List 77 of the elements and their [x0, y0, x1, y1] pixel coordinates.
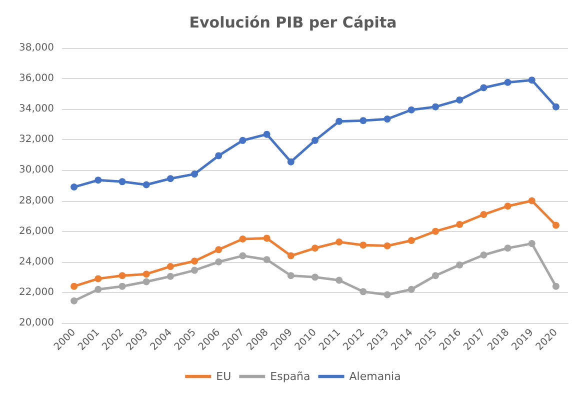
point: [312, 274, 318, 281]
legend-label: España: [270, 370, 310, 383]
point: [552, 222, 560, 229]
point: [552, 103, 560, 110]
point: [263, 234, 270, 242]
y-tick-label: 22,000: [19, 286, 54, 298]
y-tick-label: 26,000: [19, 226, 54, 237]
legend-label: Alemania: [349, 370, 401, 383]
point: [263, 256, 270, 264]
point: [312, 136, 318, 144]
point: [94, 275, 102, 282]
point: [456, 220, 464, 228]
point: [191, 266, 198, 274]
y-tick-label: 36,000: [19, 73, 54, 84]
y-tick-label: 20,000: [19, 318, 54, 328]
point: [142, 181, 150, 188]
chart-title: Evolución PIB per Cápita: [189, 14, 397, 32]
point: [215, 246, 222, 254]
point: [480, 211, 488, 218]
point: [504, 202, 512, 210]
point: [118, 178, 126, 186]
point: [504, 78, 512, 86]
point: [528, 197, 536, 204]
point: [336, 118, 343, 125]
point: [336, 276, 343, 284]
point: [432, 272, 439, 280]
point: [360, 242, 367, 249]
point: [118, 272, 126, 280]
point: [408, 106, 415, 114]
y-tick-label: 28,000: [19, 195, 54, 206]
point: [408, 237, 415, 244]
point: [384, 242, 391, 250]
point: [287, 272, 294, 280]
point: [166, 272, 174, 280]
point: [191, 258, 198, 265]
point: [142, 270, 150, 278]
point: [191, 170, 198, 178]
point: [70, 282, 78, 290]
point: [432, 228, 439, 235]
point: [239, 252, 246, 260]
point: [360, 117, 367, 124]
point: [94, 286, 102, 293]
point: [408, 286, 415, 293]
point: [456, 96, 464, 104]
point: [480, 252, 488, 259]
y-tick-label: 34,000: [19, 104, 54, 115]
point: [336, 238, 343, 246]
point: [166, 262, 174, 270]
point: [94, 176, 102, 184]
point: [360, 288, 367, 296]
point: [384, 291, 391, 298]
point: [142, 278, 150, 286]
y-tick-label: 30,000: [19, 164, 54, 176]
point: [263, 130, 270, 138]
y-tick-label: 32,000: [19, 134, 54, 146]
point: [215, 258, 222, 266]
point: [432, 103, 439, 110]
point: [287, 158, 294, 166]
point: [384, 116, 391, 123]
point: [215, 152, 222, 160]
point: [239, 235, 246, 242]
point: [552, 282, 560, 290]
point: [504, 244, 512, 252]
point: [480, 84, 488, 92]
point: [166, 175, 174, 182]
point: [456, 261, 464, 268]
point: [239, 136, 246, 144]
point: [287, 252, 294, 260]
point: [528, 240, 536, 248]
y-tick-label: 38,000: [19, 42, 54, 54]
point: [312, 244, 318, 252]
legend-label: EU: [216, 370, 232, 383]
point: [528, 76, 536, 84]
point: [118, 282, 126, 290]
y-tick-label: 24,000: [19, 256, 54, 268]
point: [70, 297, 78, 304]
point: [70, 184, 78, 191]
